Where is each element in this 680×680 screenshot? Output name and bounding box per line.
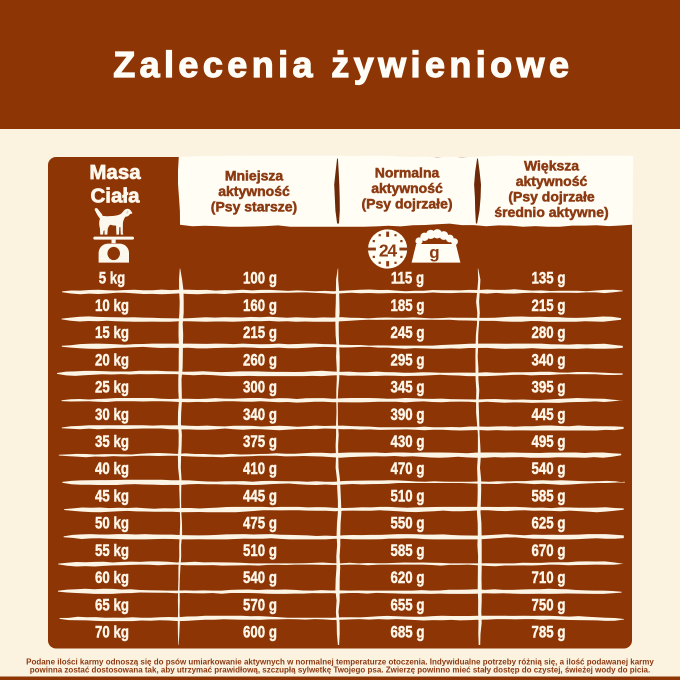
svg-text:585 g: 585 g bbox=[391, 541, 425, 560]
svg-text:Zalecenia żywieniowe: Zalecenia żywieniowe bbox=[113, 44, 573, 85]
svg-text:Ciała: Ciała bbox=[91, 185, 141, 208]
svg-text:620 g: 620 g bbox=[391, 568, 425, 587]
svg-text:15 kg: 15 kg bbox=[95, 323, 129, 342]
svg-text:280 g: 280 g bbox=[532, 323, 566, 342]
svg-text:100 g: 100 g bbox=[243, 269, 277, 288]
svg-text:70 kg: 70 kg bbox=[95, 623, 129, 642]
svg-text:295 g: 295 g bbox=[391, 350, 425, 369]
svg-text:(Psy dojrzałe): (Psy dojrzałe) bbox=[361, 196, 452, 212]
svg-text:30 kg: 30 kg bbox=[95, 405, 129, 424]
svg-text:510 g: 510 g bbox=[243, 541, 277, 560]
svg-text:685 g: 685 g bbox=[391, 623, 425, 642]
svg-text:540 g: 540 g bbox=[243, 568, 277, 587]
svg-text:45 kg: 45 kg bbox=[95, 487, 129, 506]
svg-text:aktywność: aktywność bbox=[218, 183, 290, 199]
svg-text:445 g: 445 g bbox=[532, 405, 566, 424]
svg-text:430 g: 430 g bbox=[391, 432, 425, 451]
svg-text:(Psy dojrzałe: (Psy dojrzałe bbox=[508, 189, 595, 205]
svg-text:570 g: 570 g bbox=[243, 595, 277, 614]
svg-text:750 g: 750 g bbox=[532, 595, 566, 614]
svg-text:300 g: 300 g bbox=[243, 378, 277, 397]
svg-text:600 g: 600 g bbox=[243, 623, 277, 642]
svg-text:670 g: 670 g bbox=[532, 541, 566, 560]
svg-text:25 kg: 25 kg bbox=[95, 378, 129, 397]
svg-text:Mniejsza: Mniejsza bbox=[225, 167, 284, 183]
svg-text:215 g: 215 g bbox=[532, 296, 566, 315]
svg-text:Większa: Większa bbox=[524, 158, 579, 174]
svg-text:340 g: 340 g bbox=[532, 350, 566, 369]
svg-text:10 kg: 10 kg bbox=[95, 296, 129, 315]
svg-text:aktywność: aktywność bbox=[516, 173, 588, 189]
svg-text:475 g: 475 g bbox=[243, 514, 277, 533]
svg-text:5 kg: 5 kg bbox=[99, 269, 126, 288]
svg-text:Masa: Masa bbox=[89, 161, 141, 184]
svg-text:Normalna: Normalna bbox=[375, 165, 440, 181]
svg-text:g: g bbox=[429, 243, 439, 262]
svg-text:710 g: 710 g bbox=[532, 568, 566, 587]
svg-text:585 g: 585 g bbox=[532, 487, 566, 506]
svg-text:powinna zostać dostosowana tak: powinna zostać dostosowana tak, aby utrz… bbox=[30, 665, 650, 674]
svg-text:470 g: 470 g bbox=[391, 459, 425, 478]
svg-text:135 g: 135 g bbox=[532, 269, 566, 288]
svg-text:35 kg: 35 kg bbox=[95, 432, 129, 451]
svg-text:65 kg: 65 kg bbox=[95, 595, 129, 614]
svg-text:410 g: 410 g bbox=[243, 459, 277, 478]
svg-text:375 g: 375 g bbox=[243, 432, 277, 451]
svg-text:345 g: 345 g bbox=[391, 378, 425, 397]
svg-text:aktywność: aktywność bbox=[371, 180, 443, 196]
svg-text:540 g: 540 g bbox=[532, 459, 566, 478]
svg-text:160 g: 160 g bbox=[243, 296, 277, 315]
svg-text:24: 24 bbox=[379, 240, 398, 260]
svg-text:495 g: 495 g bbox=[532, 432, 566, 451]
svg-text:550 g: 550 g bbox=[391, 514, 425, 533]
svg-text:625 g: 625 g bbox=[532, 514, 566, 533]
svg-text:215 g: 215 g bbox=[243, 323, 277, 342]
svg-text:655 g: 655 g bbox=[391, 595, 425, 614]
svg-text:390 g: 390 g bbox=[391, 405, 425, 424]
svg-text:340 g: 340 g bbox=[243, 405, 277, 424]
svg-text:Podane ilości karmy odnoszą si: Podane ilości karmy odnoszą się do psów … bbox=[26, 658, 654, 667]
svg-text:510 g: 510 g bbox=[391, 487, 425, 506]
svg-text:40 kg: 40 kg bbox=[95, 459, 129, 478]
svg-text:185 g: 185 g bbox=[391, 296, 425, 315]
svg-text:785 g: 785 g bbox=[532, 623, 566, 642]
svg-text:260 g: 260 g bbox=[243, 350, 277, 369]
svg-text:(Psy starsze): (Psy starsze) bbox=[211, 198, 297, 214]
svg-text:115 g: 115 g bbox=[391, 269, 424, 288]
svg-text:50 kg: 50 kg bbox=[95, 514, 129, 533]
svg-text:55 kg: 55 kg bbox=[95, 541, 129, 560]
svg-text:średnio aktywne): średnio aktywne) bbox=[494, 204, 608, 220]
svg-text:245 g: 245 g bbox=[391, 323, 425, 342]
svg-text:60 kg: 60 kg bbox=[95, 568, 129, 587]
svg-text:395 g: 395 g bbox=[532, 378, 566, 397]
svg-text:20 kg: 20 kg bbox=[95, 350, 129, 369]
svg-text:445 g: 445 g bbox=[243, 487, 277, 506]
